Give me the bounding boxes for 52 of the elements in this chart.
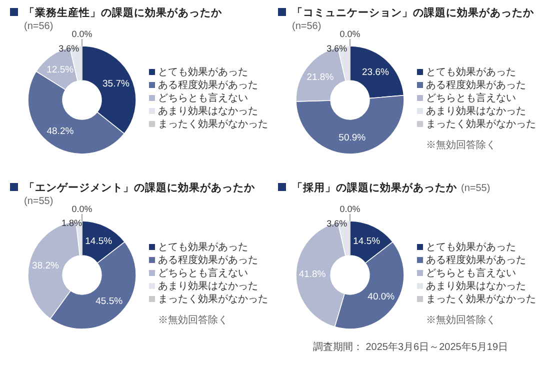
data-label: 3.6% xyxy=(326,43,348,54)
chart-title: 「コミュニケーション」の課題に効果があったか xyxy=(292,6,535,19)
legend-label: とても効果があった xyxy=(158,66,248,78)
legend-label: ある程度効果があった xyxy=(158,254,258,266)
text: 0.0% xyxy=(72,29,92,39)
data-label: 14.5% xyxy=(353,236,381,248)
text: 0.0% xyxy=(72,204,92,214)
text: ※無効回答除く xyxy=(426,314,496,326)
legend-label: どちらとも言えない xyxy=(158,92,248,104)
data-label: 23.6% xyxy=(362,67,390,78)
data-label: 12.5% xyxy=(46,64,74,76)
data-label: 14.5% xyxy=(85,236,113,248)
data-label: 50.9% xyxy=(338,132,366,144)
chart-subtitle: (n=55) xyxy=(461,183,490,194)
legend-label: どちらとも言えない xyxy=(158,267,248,279)
data-label: 3.6% xyxy=(326,218,348,228)
legend-label: どちらとも言えない xyxy=(426,92,516,104)
data-label: 21.8% xyxy=(306,72,334,83)
data-label: 3.6% xyxy=(58,43,80,54)
legend-label: あまり効果はなかった xyxy=(158,280,258,292)
chart-title: 「採用」の課題に効果があったか xyxy=(292,181,458,194)
legend-label: あまり効果はなかった xyxy=(426,280,526,292)
legend-label: ある程度効果があった xyxy=(158,79,258,91)
chart-subtitle: (n=56) xyxy=(24,21,54,32)
legend-label: まったく効果がなかった xyxy=(158,293,268,305)
legend-label: あまり効果はなかった xyxy=(426,105,526,117)
legend-label: あまり効果はなかった xyxy=(158,105,258,117)
chart-title: 「エンゲージメント」の課題に効果があったか xyxy=(24,181,256,194)
legend-label: まったく効果がなかった xyxy=(426,293,536,305)
legend-label: とても効果があった xyxy=(426,241,516,253)
legend-label: とても効果があった xyxy=(426,66,516,78)
data-label: 1.8% xyxy=(62,218,82,228)
legend-label: とても効果があった xyxy=(158,241,248,253)
chart-title: 「業務生産性」の課題に効果があったか xyxy=(24,6,223,19)
data-label: 45.5% xyxy=(96,296,124,308)
legend-label: まったく効果がなかった xyxy=(158,118,268,130)
data-label: 40.0% xyxy=(368,291,396,302)
chart-subtitle: (n=56) xyxy=(292,21,322,32)
data-label: 48.2% xyxy=(46,126,74,137)
data-label: 41.8% xyxy=(298,268,326,280)
chart-subtitle: (n=55) xyxy=(24,196,54,207)
text: 0.0% xyxy=(340,29,360,39)
data-label: 35.7% xyxy=(102,78,130,90)
legend-label: ある程度効果があった xyxy=(426,254,526,266)
text: ※無効回答除く xyxy=(426,139,496,151)
legend-label: ある程度効果があった xyxy=(426,79,526,91)
text: 0.0% xyxy=(340,204,360,214)
legend-label: どちらとも言えない xyxy=(426,267,516,279)
legend-label: まったく効果がなかった xyxy=(426,118,536,130)
text: 調査期間： 2025年3月6日～2025年5月19日 xyxy=(312,341,508,353)
text: ※無効回答除く xyxy=(158,314,228,326)
data-label: 38.2% xyxy=(32,260,60,272)
